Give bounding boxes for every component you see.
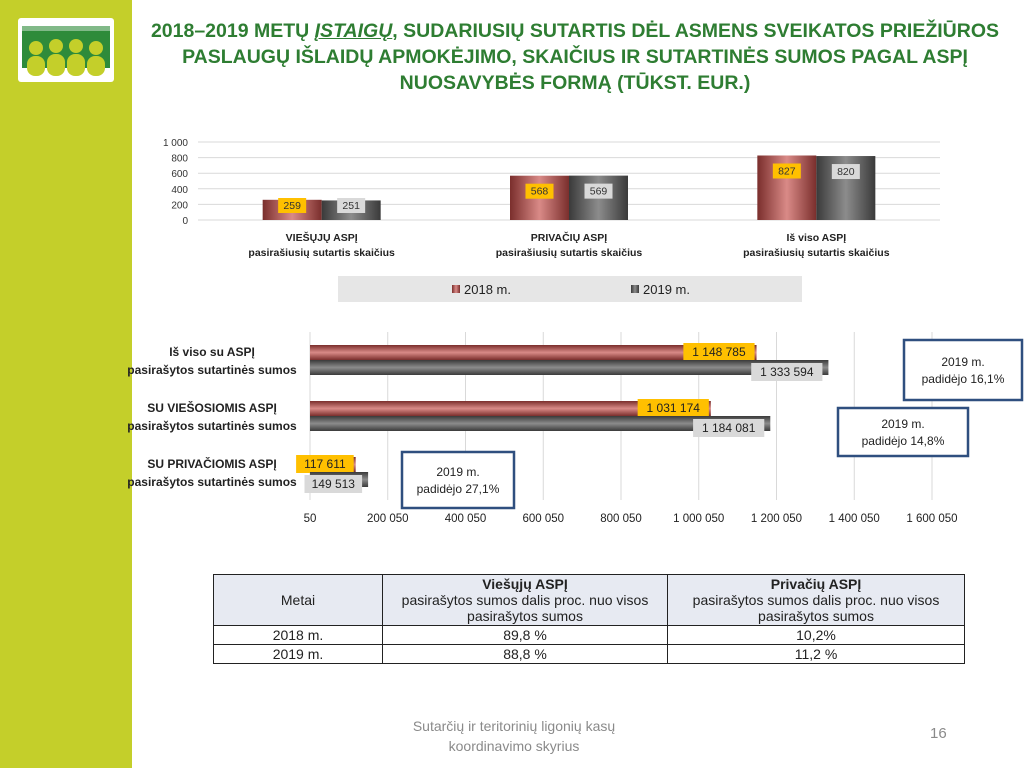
data-label: 259 xyxy=(283,200,301,212)
data-label-bg xyxy=(296,455,354,473)
bar xyxy=(310,401,711,416)
bar xyxy=(310,416,771,431)
table-row: 2019 m. 88,8 % 11,2 % xyxy=(213,644,965,664)
y-tick-label: 400 xyxy=(171,185,188,196)
data-label-bg xyxy=(751,363,823,381)
data-label-bg xyxy=(337,198,366,213)
y-tick-label: 0 xyxy=(182,216,188,227)
legend-swatch xyxy=(452,285,460,293)
data-label-bg xyxy=(304,475,363,493)
title-line1-underlined: ĮSTAIGŲ xyxy=(314,20,393,42)
table-cell: 11,2 % xyxy=(667,644,965,664)
data-label: 1 333 594 xyxy=(760,365,814,379)
page-number: 16 xyxy=(930,725,947,742)
y-tick-label: 200 xyxy=(171,200,188,211)
data-label: 569 xyxy=(590,186,608,198)
people-logo-icon xyxy=(22,26,110,76)
table-header-private: Privačių ASPĮ pasirašytos sumos dalis pro… xyxy=(667,574,965,626)
data-label-bg xyxy=(693,419,765,437)
callout-box xyxy=(400,450,516,510)
callout-text: 2019 m. xyxy=(881,417,924,431)
data-label-bg xyxy=(831,164,860,180)
callout-text: 2019 m. xyxy=(941,355,984,369)
data-label: 820 xyxy=(837,166,855,178)
bar xyxy=(310,345,757,360)
data-label-bg xyxy=(772,163,801,179)
table-cell: 89,8 % xyxy=(382,625,668,645)
y-tick-label: 600 xyxy=(171,169,188,180)
x-tick-label: pasirašiusių sutartis skaičius xyxy=(248,247,395,259)
data-label: 827 xyxy=(778,165,796,177)
bar xyxy=(310,360,829,375)
callout-text: padidėjo 16,1% xyxy=(922,372,1005,386)
title-line3: NUOSAVYBĖS FORMĄ (TŪKST. EUR.) xyxy=(399,72,751,94)
x-tick-label: 400 050 xyxy=(445,513,487,525)
data-label: 568 xyxy=(531,186,549,198)
data-label: 117 611 xyxy=(304,457,346,471)
y-tick-label: 800 xyxy=(171,154,188,165)
legend-label: 2018 m. xyxy=(464,282,511,297)
y-tick-label: SU PRIVAČIOMIS ASPĮ xyxy=(147,456,276,471)
data-label-bg xyxy=(637,399,709,417)
table-row: 2018 m. 89,8 % 10,2% xyxy=(213,625,965,645)
x-tick-label: pasirašiusių sutartis skaičius xyxy=(496,247,643,259)
x-tick-label: 600 050 xyxy=(522,513,564,525)
data-label: 149 513 xyxy=(312,477,356,491)
x-tick-label: VIEŠŲJŲ ASPĮ xyxy=(286,231,358,244)
footer-department: Sutarčių ir teritorinių ligonių kasų koor… xyxy=(412,718,616,754)
data-label: 1 148 785 xyxy=(692,345,746,359)
x-tick-label: 200 050 xyxy=(367,513,409,525)
x-tick-label: 1 200 050 xyxy=(751,513,802,525)
x-tick-label: 1 000 050 xyxy=(673,513,724,525)
share-table: Metai Viešųjų ASPĮ pasirašytos sumos dali… xyxy=(213,574,965,664)
x-tick-label: 1 600 050 xyxy=(906,513,957,525)
table-header-public: Viešųjų ASPĮ pasirašytos sumos dalis proc… xyxy=(382,574,668,626)
data-label-bg xyxy=(683,343,755,361)
table-cell: 2018 m. xyxy=(213,625,383,645)
sidebar-band xyxy=(0,0,132,768)
page-title: 2018–2019 METŲ ĮSTAIGŲ, SUDARIUSIŲ SUTAR… xyxy=(150,18,1000,96)
x-tick-label: PRIVAČIŲ ASPĮ xyxy=(531,231,608,244)
callout-text: 2019 m. xyxy=(436,465,479,479)
y-tick-label: pasirašytos sutartinės sumos xyxy=(127,419,297,433)
y-tick-label: Iš viso su ASPĮ xyxy=(169,345,255,359)
y-tick-label: pasirašytos sutartinės sumos xyxy=(127,363,297,377)
data-label-bg xyxy=(525,183,554,199)
x-tick-label: 1 400 050 xyxy=(829,513,880,525)
data-label: 1 031 174 xyxy=(647,401,701,415)
y-tick-label: 1 000 xyxy=(163,138,188,149)
data-label-bg xyxy=(278,198,307,213)
table-header-year: Metai xyxy=(213,574,383,626)
legend-label: 2019 m. xyxy=(643,282,690,297)
title-line1-rest: , SUDARIUSIŲ SUTARTIS DĖL ASMENS SVEIKAT… xyxy=(392,20,1000,42)
callout-text: padidėjo 14,8% xyxy=(862,434,945,448)
data-label: 1 184 081 xyxy=(702,421,756,435)
table-cell: 10,2% xyxy=(667,625,965,645)
y-tick-label: SU VIEŠOSIOMIS ASPĮ xyxy=(147,400,277,415)
table-cell: 2019 m. xyxy=(213,644,383,664)
title-line1: 2018–2019 METŲ xyxy=(150,20,315,42)
data-label-bg xyxy=(584,183,613,199)
x-tick-label: 800 050 xyxy=(600,513,642,525)
x-tick-label: pasirašiusių sutartis skaičius xyxy=(743,247,890,259)
callout-box xyxy=(902,338,1024,402)
title-line2: PASLAUGŲ IŠLAIDŲ APMOKĖJIMO, SKAIČIUS IR… xyxy=(182,46,968,68)
y-tick-label: pasirašytos sutartinės sumos xyxy=(127,475,297,489)
legend-swatch xyxy=(631,285,639,293)
logo xyxy=(18,18,114,82)
table-cell: 88,8 % xyxy=(382,644,668,664)
x-tick-label: Iš viso ASPĮ xyxy=(786,232,846,244)
callout-box xyxy=(836,406,970,458)
legend-box xyxy=(338,276,802,302)
x-tick-label: 50 xyxy=(304,513,317,525)
callout-text: padidėjo 27,1% xyxy=(417,482,500,496)
data-label: 251 xyxy=(342,200,360,212)
